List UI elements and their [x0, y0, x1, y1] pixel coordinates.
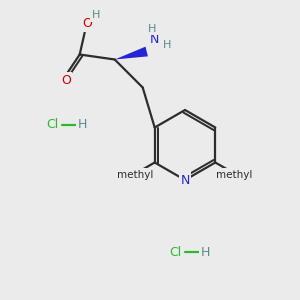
- Text: methyl: methyl: [117, 170, 154, 180]
- Text: H: H: [200, 245, 210, 259]
- Text: H: H: [163, 40, 171, 50]
- Text: H: H: [148, 23, 156, 34]
- Text: H: H: [77, 118, 87, 131]
- Text: O: O: [61, 74, 70, 87]
- Text: H: H: [92, 11, 100, 20]
- Text: Cl: Cl: [169, 245, 181, 259]
- Text: Cl: Cl: [46, 118, 58, 131]
- Text: N: N: [180, 173, 190, 187]
- Text: N: N: [150, 33, 159, 46]
- Polygon shape: [115, 46, 148, 59]
- Text: methyl: methyl: [216, 170, 253, 180]
- Text: O: O: [82, 17, 92, 30]
